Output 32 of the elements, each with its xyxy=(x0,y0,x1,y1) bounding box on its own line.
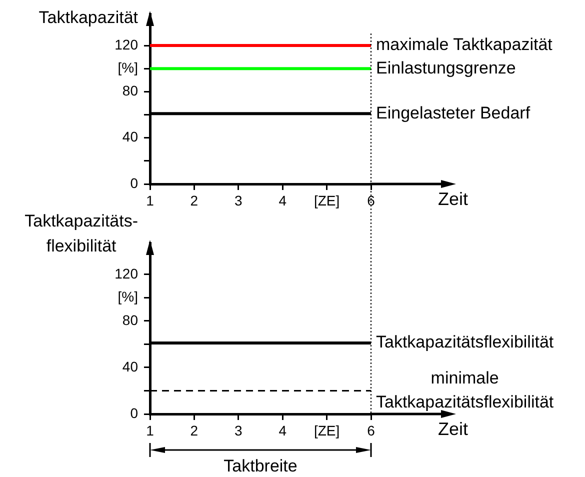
y-tick-label: 40 xyxy=(122,358,138,374)
x-tick-label: 6 xyxy=(367,192,376,208)
y-tick-label: 0 xyxy=(130,404,138,421)
y-tick-label: 40 xyxy=(122,128,138,145)
x-axis-title: Zeit xyxy=(438,418,468,439)
y-tick-label: 80 xyxy=(122,82,138,99)
series-label: Einlastungsgrenze xyxy=(376,58,516,78)
y-tick-label: 120 xyxy=(114,36,138,52)
x-tick-label: 4 xyxy=(278,192,287,208)
x-tick-label: [ZE] xyxy=(314,422,340,438)
y-tick-label: [%] xyxy=(118,288,138,305)
series-label: Taktkapazitätsflexibilität xyxy=(376,332,554,352)
x-tick-label: 3 xyxy=(234,192,242,208)
y-axis-title: Taktkapazitäts-flexibilität xyxy=(24,212,138,256)
x-axis-title: Zeit xyxy=(438,188,468,209)
series-label: maximale Taktkapazität xyxy=(376,35,553,54)
text: Taktbreite xyxy=(224,456,298,476)
series-label: Eingelasteter Bedarf xyxy=(376,103,530,122)
x-tick-label: 3 xyxy=(234,422,242,438)
x-tick-label: 2 xyxy=(190,422,198,438)
y-tick-label: 0 xyxy=(130,174,138,191)
x-tick-label: 1 xyxy=(146,422,154,438)
y-axis-title: Taktkapazität xyxy=(38,8,138,28)
y-tick-label: [%] xyxy=(118,59,138,76)
x-tick-label: 6 xyxy=(367,422,376,438)
x-tick-label: 1 xyxy=(146,192,154,208)
x-tick-label: [ZE] xyxy=(314,192,340,208)
x-tick-label: 2 xyxy=(190,192,198,208)
y-tick-label: 120 xyxy=(114,265,138,282)
y-tick-label: 80 xyxy=(122,312,138,328)
x-tick-label: 4 xyxy=(278,422,287,438)
series-label: minimale Taktkapazitätsflexibilität xyxy=(376,368,554,412)
